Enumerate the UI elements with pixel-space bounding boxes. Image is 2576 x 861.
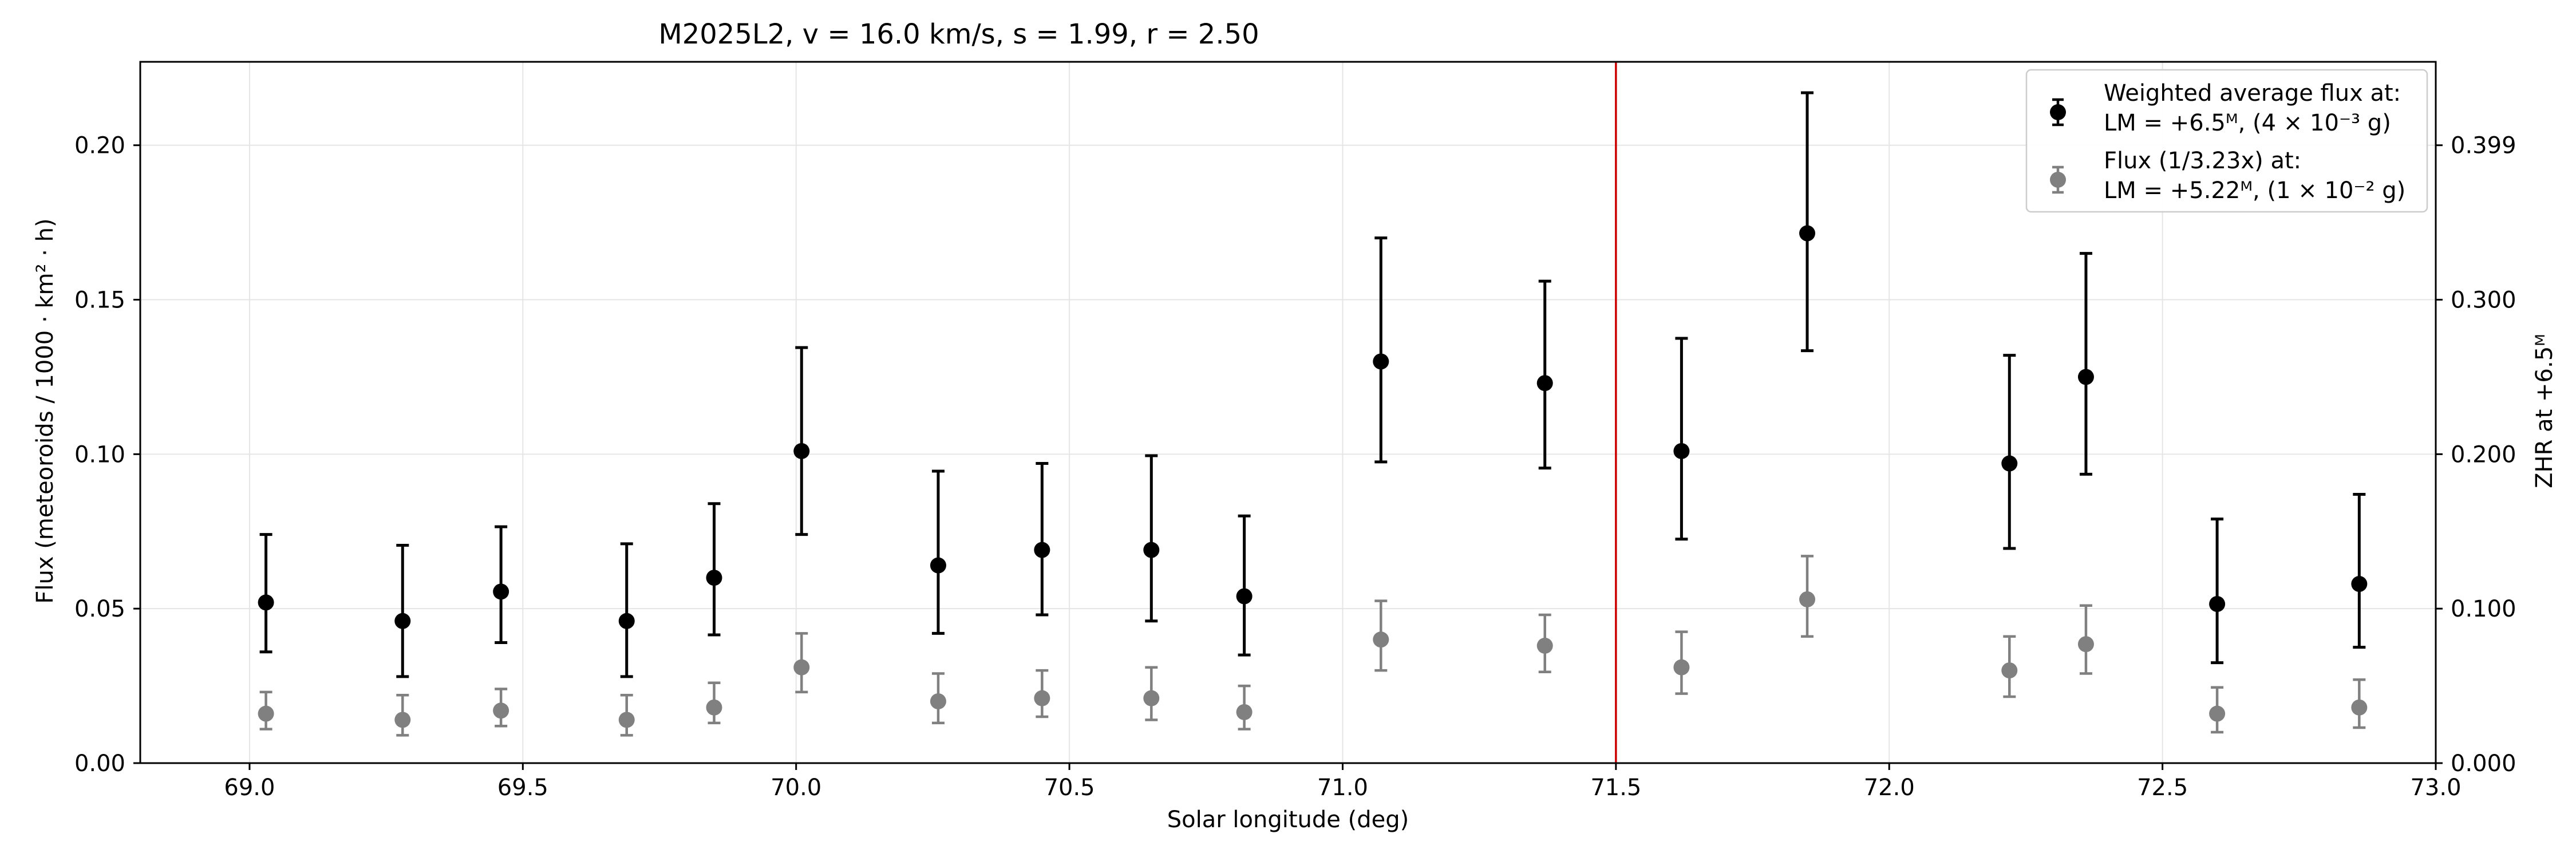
- data-point: [258, 705, 274, 722]
- legend-marker: [2050, 104, 2066, 120]
- data-point: [1799, 225, 1816, 242]
- data-point: [793, 443, 810, 459]
- x-tick-label: 69.5: [497, 775, 548, 801]
- y2-tick-label: 0.200: [2451, 441, 2516, 468]
- data-point: [1034, 690, 1050, 706]
- y2-axis-ticks: 0.000 0.100 0.200 0.300 0.399: [2436, 133, 2516, 777]
- legend-label: LM = +5.22ᴹ, (1 × 10⁻² g): [2104, 177, 2405, 204]
- data-point: [1536, 375, 1553, 392]
- x-axis-ticks: 69.0 69.5 70.0 70.5 71.0 71.5 72.0 72.5 73.0: [224, 763, 2462, 801]
- data-point: [1673, 443, 1690, 459]
- y-tick-label: 0.05: [74, 596, 125, 622]
- y2-tick-label: 0.300: [2451, 287, 2516, 314]
- data-point: [706, 699, 722, 716]
- x-tick-label: 70.5: [1044, 775, 1095, 801]
- data-point: [1536, 637, 1553, 654]
- data-point: [1799, 591, 1816, 607]
- x-tick-label: 73.0: [2410, 775, 2461, 801]
- data-point: [618, 613, 635, 629]
- data-point: [1143, 542, 1160, 558]
- x-tick-label: 72.0: [1864, 775, 1915, 801]
- legend-label: LM = +6.5ᴹ, (4 × 10⁻³ g): [2104, 110, 2391, 136]
- data-point: [2001, 662, 2018, 679]
- data-point: [394, 613, 411, 629]
- legend-label: Weighted average flux at:: [2104, 80, 2401, 106]
- data-point: [1673, 659, 1690, 676]
- x-tick-label: 70.0: [771, 775, 821, 801]
- y2-tick-label: 0.000: [2451, 751, 2516, 777]
- data-point: [1034, 542, 1050, 558]
- y-axis-ticks: 0.00 0.05 0.10 0.15 0.20: [74, 133, 140, 777]
- x-tick-label: 69.0: [224, 775, 275, 801]
- data-point: [1143, 690, 1160, 706]
- x-tick-label: 71.0: [1317, 775, 1368, 801]
- x-tick-label: 71.5: [1590, 775, 1641, 801]
- legend-marker: [2050, 172, 2066, 188]
- data-point: [793, 659, 810, 676]
- data-point: [2077, 636, 2094, 653]
- data-point: [2209, 596, 2226, 613]
- y2-tick-label: 0.399: [2451, 133, 2516, 159]
- y-tick-label: 0.00: [74, 751, 125, 777]
- legend-label: Flux (1/3.23x) at:: [2104, 148, 2301, 174]
- data-point: [2351, 576, 2368, 593]
- chart-title: M2025L2, v = 16.0 km/s, s = 1.99, r = 2.…: [658, 18, 1259, 50]
- data-point: [1236, 704, 1253, 720]
- data-point: [394, 712, 411, 728]
- data-point: [1373, 631, 1389, 648]
- legend-box: [2025, 69, 2428, 213]
- data-point: [258, 594, 274, 611]
- data-point: [2001, 455, 2018, 472]
- y2-axis-label: ZHR at +6.5ᴹ: [2531, 334, 2558, 488]
- data-point: [493, 583, 509, 600]
- legend: Weighted average flux at: LM = +6.5ᴹ, (4 …: [2025, 69, 2428, 213]
- data-point: [1236, 588, 1253, 605]
- y-tick-label: 0.20: [74, 133, 125, 159]
- data-point: [618, 712, 635, 728]
- data-point: [493, 702, 509, 719]
- data-point: [2351, 699, 2368, 716]
- data-point: [1373, 353, 1389, 370]
- data-point: [930, 557, 946, 574]
- data-point: [2209, 705, 2226, 722]
- plot-frame: [139, 61, 2437, 764]
- series-group: [258, 91, 2368, 737]
- y-tick-label: 0.10: [74, 441, 125, 468]
- data-point: [706, 570, 722, 586]
- y-axis-label: Flux (meteoroids / 1000 · km² · h): [32, 218, 58, 603]
- y-tick-label: 0.15: [74, 287, 125, 314]
- x-tick-label: 72.5: [2137, 775, 2188, 801]
- data-point: [2077, 369, 2094, 385]
- y2-tick-label: 0.100: [2451, 596, 2516, 622]
- x-axis-label: Solar longitude (deg): [1167, 807, 1409, 833]
- data-point: [930, 693, 946, 710]
